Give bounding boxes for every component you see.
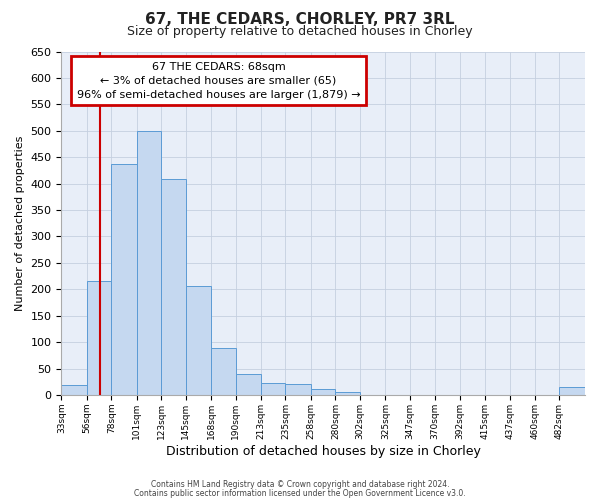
Bar xyxy=(161,180,185,395)
Text: Contains HM Land Registry data © Crown copyright and database right 2024.: Contains HM Land Registry data © Crown c… xyxy=(151,480,449,489)
Text: Contains public sector information licensed under the Open Government Licence v3: Contains public sector information licen… xyxy=(134,488,466,498)
Bar xyxy=(112,164,137,395)
Bar xyxy=(87,282,112,395)
Bar xyxy=(185,286,211,395)
Bar xyxy=(286,384,311,395)
Bar xyxy=(335,392,360,395)
Bar xyxy=(311,388,335,395)
Text: Size of property relative to detached houses in Chorley: Size of property relative to detached ho… xyxy=(127,25,473,38)
Bar xyxy=(211,348,236,395)
Bar xyxy=(236,374,261,395)
Bar xyxy=(137,131,161,395)
Text: 67 THE CEDARS: 68sqm
← 3% of detached houses are smaller (65)
96% of semi-detach: 67 THE CEDARS: 68sqm ← 3% of detached ho… xyxy=(77,62,360,100)
Bar xyxy=(261,384,286,395)
Bar xyxy=(61,386,87,395)
Bar xyxy=(559,387,585,395)
X-axis label: Distribution of detached houses by size in Chorley: Distribution of detached houses by size … xyxy=(166,444,481,458)
Y-axis label: Number of detached properties: Number of detached properties xyxy=(15,136,25,311)
Text: 67, THE CEDARS, CHORLEY, PR7 3RL: 67, THE CEDARS, CHORLEY, PR7 3RL xyxy=(145,12,455,28)
